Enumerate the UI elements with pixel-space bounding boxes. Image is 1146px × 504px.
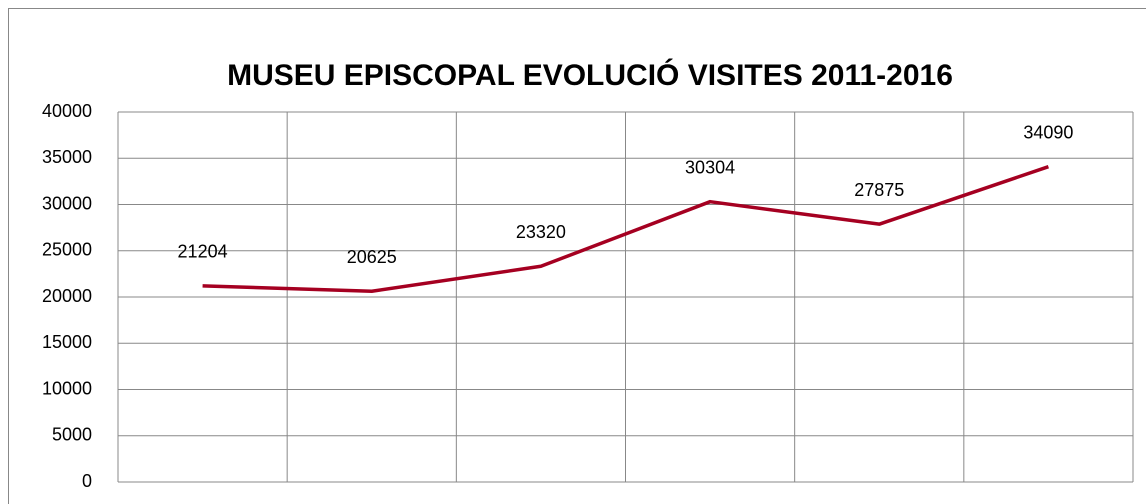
data-label: 21204 — [178, 242, 228, 262]
y-tick-label: 5000 — [52, 425, 92, 445]
y-tick-label: 25000 — [42, 240, 92, 260]
data-label: 30304 — [685, 157, 735, 177]
y-tick-label: 15000 — [42, 332, 92, 352]
data-label: 23320 — [516, 222, 566, 242]
chart-title: MUSEU EPISCOPAL EVOLUCIÓ VISITES 2011-20… — [227, 58, 953, 92]
y-tick-label: 0 — [82, 471, 92, 491]
y-tick-label: 35000 — [42, 147, 92, 167]
data-label: 34090 — [1023, 122, 1073, 142]
y-tick-label: 40000 — [42, 101, 92, 121]
y-tick-label: 10000 — [42, 378, 92, 398]
chart-border — [8, 8, 1146, 504]
y-tick-label: 20000 — [42, 286, 92, 306]
line-series — [202, 165, 1049, 293]
y-tick-label: 30000 — [42, 193, 92, 213]
data-label: 20625 — [347, 247, 397, 267]
data-label: 27875 — [854, 180, 904, 200]
